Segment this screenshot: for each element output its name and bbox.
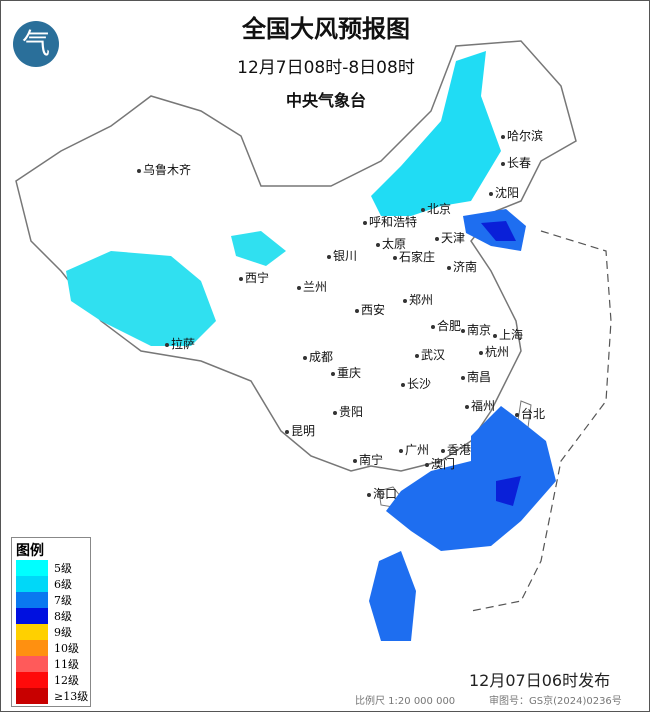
city-label: 南昌 [461,368,491,385]
wind-area-8-bohai [481,221,516,241]
city-label: 福州 [465,397,495,414]
city-label: 呼和浩特 [363,213,417,230]
legend-item: 10级 [12,640,90,656]
legend-swatch [16,624,48,640]
city-label: 西安 [355,301,385,318]
legend-swatch [16,688,48,704]
city-label: 长春 [501,154,531,171]
legend-swatch [16,592,48,608]
forecast-period: 12月7日08时-8日08时 [237,58,415,78]
legend-label: 5级 [54,562,72,575]
city-label: 武汉 [415,346,445,363]
city-label: 西宁 [239,269,269,286]
city-label: 郑州 [403,291,433,308]
legend-item: 12级 [12,672,90,688]
city-label: 拉萨 [165,335,195,352]
legend-swatch [16,656,48,672]
approval-number: 审图号：GS京(2024)0236号 [489,696,622,707]
wind-area-5-6-tibet [66,251,216,346]
legend-swatch [16,608,48,624]
wind-area-7-south-sea [386,406,556,551]
city-label: 台北 [515,405,545,422]
wind-area-8-south-sea [496,476,521,506]
legend-item: 6级 [12,576,90,592]
legend-item: 8级 [12,608,90,624]
city-label: 长沙 [401,375,431,392]
city-label: 乌鲁木齐 [137,161,191,178]
cma-logo: 气 [13,21,59,67]
city-label: 重庆 [331,364,361,381]
legend-item: 5级 [12,560,90,576]
legend-label: 6级 [54,578,72,591]
city-label: 南京 [461,321,491,338]
city-label: 广州 [399,441,429,458]
legend-swatch [16,672,48,688]
wind-areas [66,51,556,641]
legend-swatch [16,576,48,592]
legend-label: ≥13级 [54,690,89,703]
city-label: 济南 [447,258,477,275]
legend-label: 7级 [54,594,72,607]
legend-label: 10级 [54,642,79,655]
legend-label: 8级 [54,610,72,623]
city-label: 成都 [303,348,333,365]
sea-boundary [470,230,612,612]
legend-label: 9级 [54,626,72,639]
city-label: 沈阳 [489,184,519,201]
publish-time: 12月07日06时发布 [469,671,611,690]
wind-area-5-6-north [371,51,501,216]
wind-area-5-6-qinghai [231,231,286,266]
map-title: 全国大风预报图 [242,15,410,43]
city-label: 杭州 [479,343,509,360]
legend: 图例 5级 6级 7级 8级 9级 10级 11级 12级 ≥13级 [11,537,91,707]
city-label: 银川 [327,247,357,264]
city-label: 哈尔滨 [501,127,543,144]
legend-swatch [16,640,48,656]
legend-item: 11级 [12,656,90,672]
city-label: 天津 [435,229,465,246]
city-label: 贵阳 [333,403,363,420]
city-label: 石家庄 [393,248,435,265]
issuer: 中央气象台 [285,91,366,110]
city-label: 上海 [493,326,523,343]
legend-swatch [16,560,48,576]
city-label: 香港 [441,441,471,458]
legend-item: 9级 [12,624,90,640]
city-label: 合肥 [431,317,461,334]
city-label: 兰州 [297,278,327,295]
city-label: 昆明 [285,422,315,439]
city-label: 澳门 [425,455,455,472]
city-label: 北京 [421,200,451,217]
map-scale: 比例尺 1:20 000 000 [355,696,456,707]
legend-item: 7级 [12,592,90,608]
city-label: 南宁 [353,451,383,468]
legend-title: 图例 [16,543,44,559]
wind-area-7-gulf [369,551,416,641]
legend-label: 12级 [54,674,79,687]
city-label: 海口 [367,485,397,502]
legend-item: ≥13级 [12,688,90,704]
legend-label: 11级 [54,658,79,671]
